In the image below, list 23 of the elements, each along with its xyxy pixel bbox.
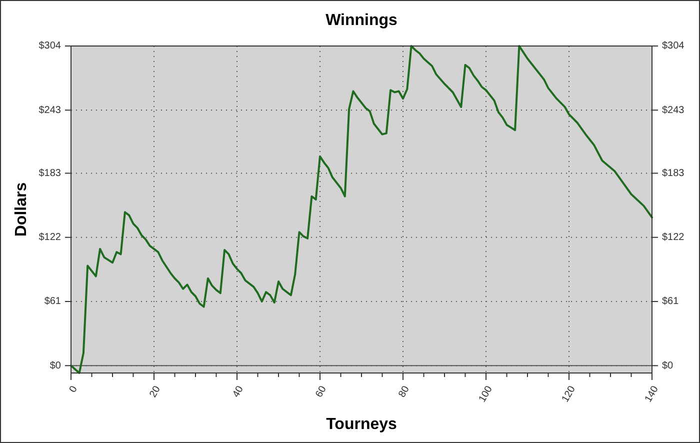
y-tick-label: $243 (38, 104, 62, 116)
y2-tick-label: $183 (662, 168, 685, 179)
y2-tick-label: $61 (662, 296, 680, 308)
y-axis-title: Dollars (13, 182, 30, 237)
x-tick-label: 120 (560, 384, 578, 404)
x-tick-label: 20 (148, 384, 164, 400)
y-tick-label: $61 (44, 296, 62, 308)
y-tick-label: $0 (50, 360, 62, 372)
x-tick-label: 60 (314, 384, 330, 400)
y2-tick-label: $0 (662, 360, 674, 372)
x-tick-label: 80 (396, 384, 412, 400)
x-tick-label: 0 (68, 384, 80, 395)
y2-tick-label: $304 (662, 40, 685, 52)
x-tick-label: 40 (230, 384, 246, 400)
y-tick-label: $304 (38, 40, 62, 52)
chart-title: Winnings (326, 12, 398, 29)
y2-tick-label: $243 (662, 104, 685, 116)
y2-tick-label: $122 (662, 232, 685, 244)
x-tick-label: 140 (643, 384, 662, 404)
x-axis-title: Tourneys (326, 416, 398, 433)
x-tick-label: 100 (477, 384, 496, 404)
y-tick-label: $183 (38, 168, 62, 179)
y-tick-label: $122 (38, 232, 62, 244)
